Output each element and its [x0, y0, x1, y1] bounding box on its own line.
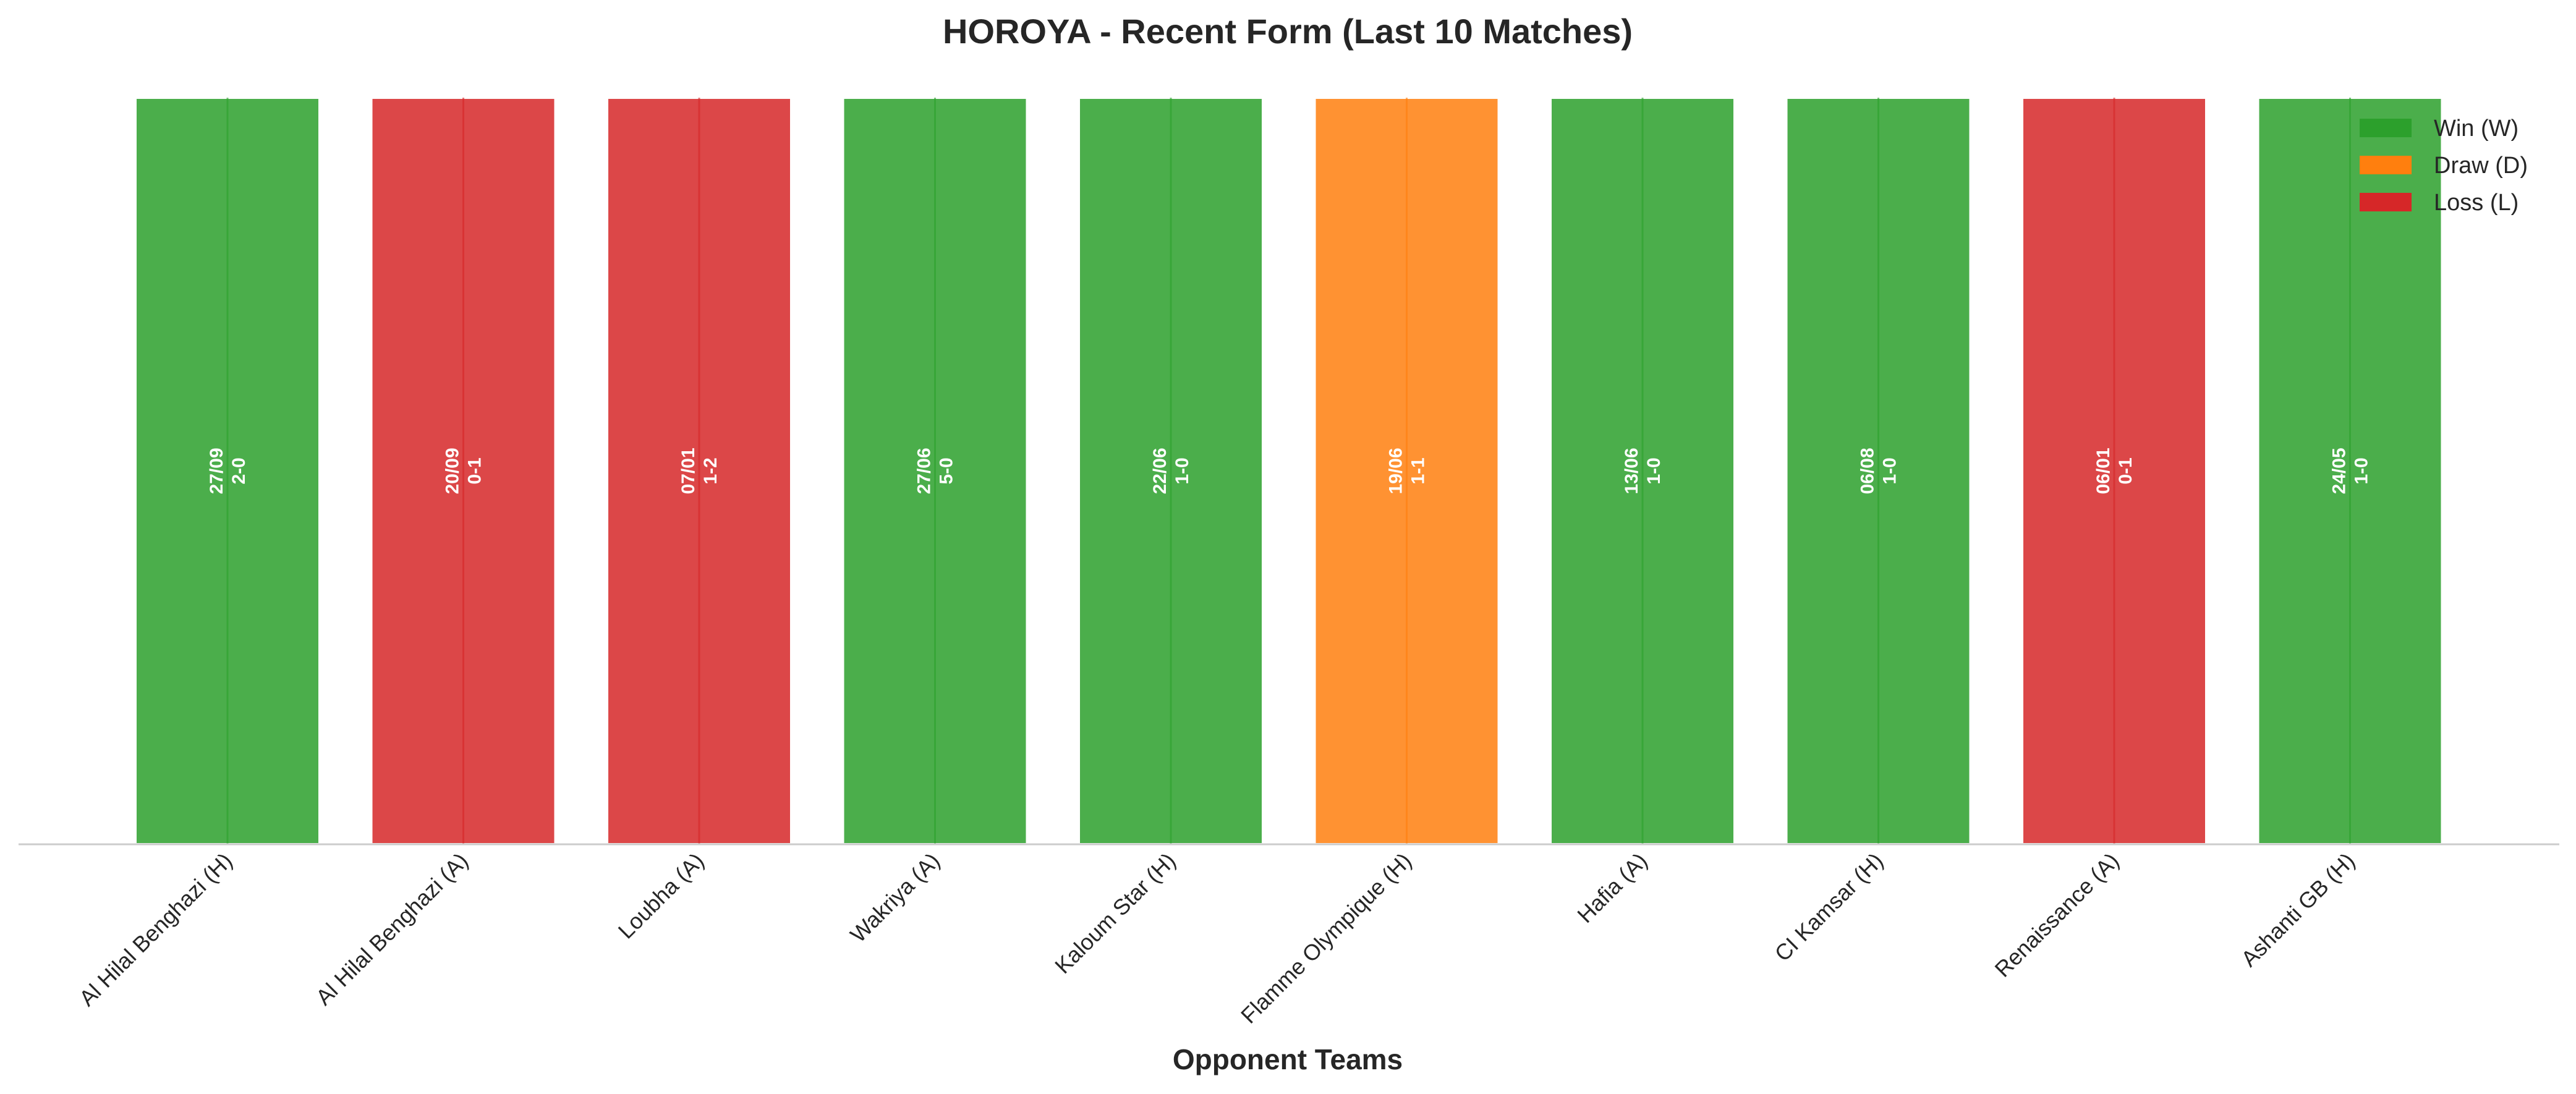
bar-label-9: 06/01 0-1	[2093, 447, 2136, 494]
legend-label-d: Draw (D)	[2434, 153, 2528, 179]
bar-score-label: 1-0	[1172, 457, 1192, 484]
bar-score-label: 1-0	[2352, 457, 2372, 484]
bar-score-label: 5-0	[937, 457, 957, 484]
x-tick-label: Wakriya (A)	[845, 848, 945, 948]
bar-date-label: 13/06	[1622, 447, 1642, 494]
x-tick-label: Hafia (A)	[1572, 848, 1652, 928]
bar-date-label: 07/01	[678, 447, 699, 494]
x-tick-label: Ashanti GB (H)	[2236, 848, 2360, 972]
bar-date-label: 22/06	[1150, 447, 1170, 494]
bar-score-label: 2-0	[229, 457, 249, 484]
bar-label-10: 24/05 1-0	[2329, 447, 2372, 494]
legend-label-l: Loss (L)	[2434, 190, 2519, 216]
bar-date-label: 27/09	[206, 447, 227, 494]
bar-score-label: 0-1	[465, 457, 485, 484]
legend-swatch-d	[2360, 156, 2412, 174]
x-tick-label: Renaissance (A)	[1989, 848, 2123, 982]
bar-score-label: 1-0	[1880, 457, 1900, 484]
bar-score-label: 1-0	[1644, 457, 1664, 484]
bar-label-8: 06/08 1-0	[1858, 447, 1900, 494]
x-axis-label: Opponent Teams	[1173, 1043, 1403, 1075]
bar-date-label: 24/05	[2329, 447, 2350, 494]
bar-date-label: 06/01	[2093, 447, 2114, 494]
bar-score-label: 1-2	[700, 457, 721, 484]
bar-label-6: 19/06 1-1	[1386, 447, 1429, 494]
chart-title: HOROYA - Recent Form (Last 10 Matches)	[943, 12, 1633, 51]
x-tick-label: Kaloum Star (H)	[1050, 848, 1180, 978]
x-tick-labels: Al Hilal Benghazi (H) Al Hilal Benghazi (…	[74, 848, 2360, 1028]
bar-label-4: 27/06 5-0	[914, 447, 957, 494]
bar-date-label: 19/06	[1386, 447, 1406, 494]
x-tick-label: Loubha (A)	[613, 848, 709, 944]
bar-label-7: 13/06 1-0	[1622, 447, 1664, 494]
x-tick-label: Al Hilal Benghazi (H)	[74, 848, 237, 1011]
bar-label-2: 20/09 0-1	[443, 447, 485, 494]
bar-date-label: 20/09	[443, 447, 463, 494]
bar-label-5: 22/06 1-0	[1150, 447, 1192, 494]
legend-swatch-w	[2360, 119, 2412, 137]
legend: Win (W) Draw (D) Loss (L)	[2360, 116, 2528, 216]
x-tick-label: Flamme Olympique (H)	[1236, 848, 1416, 1028]
bar-label-3: 07/01 1-2	[678, 447, 721, 494]
bars-layer: 27/09 2-0 20/09 0-1 07/01 1-2 27/06 5-0 22/06 1-0…	[134, 96, 2444, 846]
legend-swatch-l	[2360, 193, 2412, 211]
bar-score-label: 0-1	[2115, 457, 2136, 484]
legend-label-w: Win (W)	[2434, 116, 2519, 142]
bar-date-label: 06/08	[1858, 447, 1878, 494]
x-tick-label: CI Kamsar (H)	[1770, 848, 1889, 967]
x-tick-label: Al Hilal Benghazi (A)	[311, 848, 473, 1010]
bar-label-1: 27/09 2-0	[206, 447, 249, 494]
bar-score-label: 1-1	[1408, 457, 1429, 484]
bar-date-label: 27/06	[914, 447, 935, 494]
